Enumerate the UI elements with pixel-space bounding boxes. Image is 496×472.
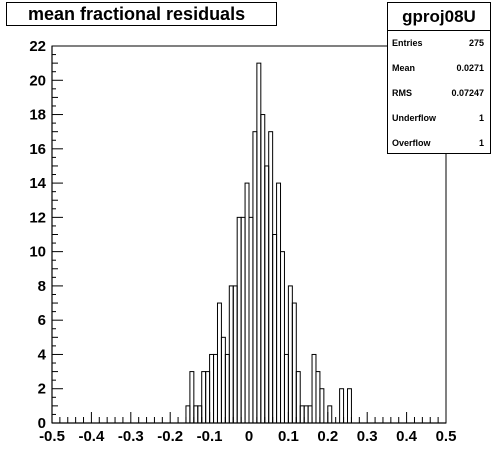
histogram-bar	[283, 353, 289, 424]
axes: -0.5 -0.4 -0.3 -0.2 -0.1 0 0.1 0.2 0.3 0.4 0.5 0 2 4 6…	[29, 38, 456, 445]
histogram-bar	[287, 285, 293, 424]
stats-row-rms: RMS 0.07247	[388, 81, 490, 106]
stats-label: Overflow	[392, 138, 431, 148]
histogram-bar	[236, 216, 242, 424]
histogram-bar	[197, 405, 203, 424]
y-tick-label: 16	[29, 141, 46, 158]
histogram-bar	[185, 405, 191, 424]
histogram-bar	[240, 216, 246, 424]
histogram-bar	[268, 131, 274, 424]
stats-value: 275	[468, 38, 484, 48]
histogram-bar	[213, 353, 218, 424]
histogram-bar	[209, 353, 215, 424]
stats-row-entries: Entries 275	[388, 31, 490, 56]
x-tick-label: 0.3	[357, 428, 378, 445]
x-tick-label: -0.1	[197, 428, 223, 445]
stats-value: 0.07247	[451, 88, 484, 98]
y-tick-label: 2	[38, 381, 46, 398]
y-tick-label: 4	[38, 346, 47, 363]
chart-title: mean fractional residuals	[6, 2, 277, 26]
stats-label: Underflow	[392, 113, 436, 123]
y-tick-label: 20	[29, 72, 46, 89]
histogram-bar	[347, 388, 352, 424]
y-tick-label: 0	[38, 415, 46, 432]
histogram-bar	[307, 405, 313, 424]
histogram-bar	[189, 371, 195, 424]
stats-value: 1	[478, 113, 484, 123]
histogram-bar	[260, 114, 266, 424]
y-tick-label: 12	[29, 209, 46, 226]
y-tick-label: 14	[29, 175, 46, 192]
x-tick-label: -0.3	[118, 428, 144, 445]
histogram-bar	[339, 388, 345, 424]
histogram-bar	[303, 405, 309, 424]
x-tick-label: -0.5	[39, 428, 65, 445]
histogram-bar	[232, 285, 238, 424]
histogram-bar	[299, 405, 305, 424]
histogram-bar	[220, 336, 226, 424]
stats-title: gproj08U	[388, 3, 490, 31]
histogram-bar	[256, 62, 262, 424]
stats-row-overflow: Overflow 1	[388, 131, 490, 156]
y-tick-label: 18	[29, 107, 46, 124]
y-tick-label: 6	[38, 312, 46, 329]
stats-label: RMS	[392, 88, 412, 98]
histogram-bar	[264, 165, 270, 424]
histogram-bar	[193, 405, 199, 424]
histogram-bar	[319, 388, 325, 424]
histogram-bar	[280, 251, 285, 424]
histogram-bar	[244, 182, 250, 424]
stats-box: gproj08U Entries 275 Mean 0.0271 RMS 0.0…	[387, 2, 491, 154]
stats-label: Entries	[392, 38, 423, 48]
histogram-bar	[327, 405, 333, 424]
histogram-bar	[216, 302, 222, 424]
histogram-bar	[311, 353, 317, 424]
x-tick-label: -0.2	[157, 428, 183, 445]
histogram-bar	[272, 234, 278, 424]
histogram-bar	[248, 216, 254, 424]
histogram-bar	[224, 353, 230, 424]
x-tick-label: -0.4	[78, 428, 105, 445]
histogram-bar	[295, 371, 301, 424]
x-tick-label: 0.4	[396, 428, 418, 445]
stats-value: 1	[478, 138, 484, 148]
y-tick-label: 10	[29, 244, 46, 261]
x-tick-label: 0.1	[278, 428, 299, 445]
histogram-bar	[228, 285, 234, 424]
y-tick-label: 22	[29, 38, 46, 55]
histogram-bar	[252, 131, 258, 424]
histogram-bar	[205, 371, 211, 424]
histogram-bar	[315, 371, 321, 424]
x-tick-label: 0.2	[317, 428, 338, 445]
stats-row-mean: Mean 0.0271	[388, 56, 490, 81]
stats-row-underflow: Underflow 1	[388, 106, 490, 131]
histogram-bars	[185, 62, 352, 424]
histogram-bar	[201, 371, 207, 424]
histogram-bar	[276, 182, 282, 424]
y-tick-label: 8	[38, 278, 46, 295]
histogram-bar	[291, 302, 297, 424]
stats-value: 0.0271	[456, 63, 484, 73]
x-tick-label: 0	[245, 428, 253, 445]
stats-label: Mean	[392, 63, 416, 73]
x-tick-label: 0.5	[436, 428, 457, 445]
